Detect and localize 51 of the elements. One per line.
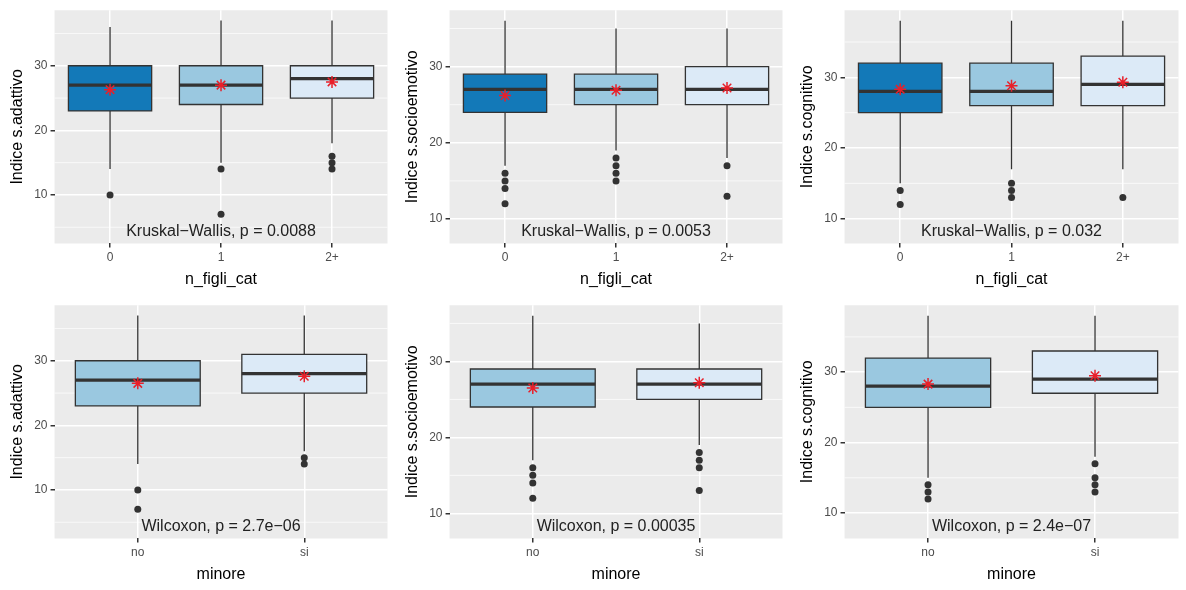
x-tick-label: 0: [106, 249, 114, 264]
y-tick-label: 20: [824, 140, 838, 155]
y-tick-label: 10: [429, 211, 443, 226]
y-axis-title: Indice s.cognitivo: [798, 360, 816, 484]
y-tick-label: 10: [824, 210, 838, 225]
annotation: Wilcoxon, p = 2.4e−07: [931, 516, 1092, 534]
y-tick-label: 20: [824, 434, 838, 449]
x-tick-label: 1: [1008, 249, 1016, 264]
y-tick-label: 30: [824, 364, 838, 379]
x-tick-label: no: [526, 544, 540, 559]
y-tick-label: 10: [34, 187, 48, 202]
annotation: Kruskal−Wallis, p = 0.0088: [126, 221, 316, 239]
y-tick-label: 30: [824, 69, 838, 84]
x-tick-label: si: [1090, 544, 1100, 559]
y-tick-label: 10: [824, 505, 838, 520]
y-axis-title: Indice s.cognitivo: [798, 65, 816, 189]
y-axis-title: Indice s.adattivo: [8, 68, 26, 185]
y-tick-label: 10: [429, 505, 443, 520]
x-tick-label: 2+: [325, 249, 339, 264]
y-tick-label: 10: [34, 482, 48, 497]
x-axis-title: n_figli_cat: [975, 269, 1049, 288]
x-tick-label: si: [299, 544, 309, 559]
y-tick-label: 30: [34, 353, 48, 368]
y-axis-title: Indice s.socioemotivo: [403, 50, 421, 204]
x-axis-title: minore: [591, 564, 641, 582]
y-tick-label: 20: [429, 135, 443, 150]
y-tick-label: 30: [429, 58, 443, 73]
y-tick-label: 20: [34, 122, 48, 137]
y-tick-label: 30: [34, 58, 48, 73]
x-axis-title: minore: [987, 564, 1037, 582]
x-tick-label: si: [694, 544, 704, 559]
x-axis-title: n_figli_cat: [185, 269, 258, 288]
y-axis-title: Indice s.adattivo: [8, 363, 26, 480]
y-axis-title: Indice s.socioemotivo: [403, 345, 421, 499]
x-tick-label: 2+: [720, 249, 734, 264]
y-tick-label: 20: [429, 429, 443, 444]
y-tick-label: 30: [429, 353, 443, 368]
x-tick-label: 0: [501, 249, 509, 264]
y-tick-label: 20: [34, 417, 48, 432]
x-tick-label: 1: [217, 249, 225, 264]
x-tick-label: 1: [612, 249, 620, 264]
x-tick-label: no: [131, 544, 145, 559]
annotation: Wilcoxon, p = 2.7e−06: [141, 516, 301, 534]
x-tick-label: no: [921, 544, 936, 559]
annotation: Wilcoxon, p = 0.00035: [536, 516, 696, 534]
annotation: Kruskal−Wallis, p = 0.0053: [521, 221, 711, 239]
x-axis-title: minore: [196, 564, 246, 582]
x-tick-label: 0: [896, 249, 904, 264]
x-tick-label: 2+: [1116, 249, 1130, 264]
x-axis-title: n_figli_cat: [580, 269, 653, 288]
annotation: Kruskal−Wallis, p = 0.032: [921, 221, 1103, 239]
